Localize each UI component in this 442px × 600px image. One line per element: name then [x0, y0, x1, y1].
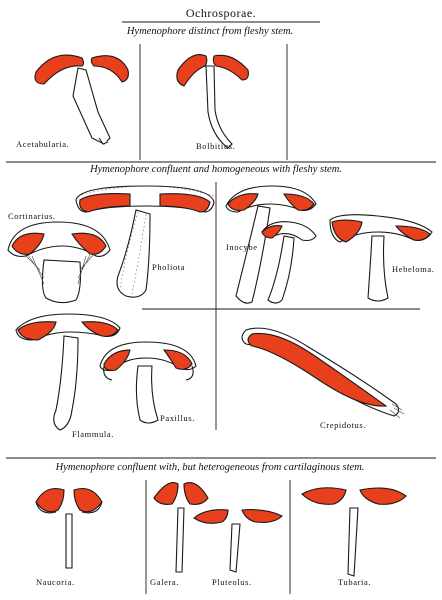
specimen-pluteolus: [193, 509, 283, 573]
specimen-galera: [153, 482, 209, 573]
label-cortinarius: Cortinarius.: [8, 211, 56, 221]
label-bolbitius: Bolbitius.: [196, 141, 235, 151]
label-galera: Galera.: [150, 577, 179, 587]
specimen-hebeloma: [329, 214, 433, 302]
specimen-pholiota: [75, 185, 215, 298]
plate-title: Ochrosporae.: [186, 6, 256, 20]
label-crepidotus: Crepidotus.: [320, 420, 366, 430]
label-hebeloma: Hebeloma.: [392, 264, 434, 274]
specimen-naucoria: [35, 487, 103, 569]
label-pholiota: Pholiota: [152, 262, 185, 272]
label-acetabularia: Acetabularia.: [16, 139, 69, 149]
label-paxillus: Paxillus.: [160, 413, 195, 423]
section-heading-homogeneous: Hymenophore confluent and homogeneous wi…: [89, 164, 342, 175]
specimen-cortinarius: [7, 221, 111, 304]
label-pluteolus: Pluteolus.: [212, 577, 252, 587]
label-inocybe: Inocybe: [226, 242, 258, 252]
section-heading-heterogeneous: Hymenophore confluent with, but heteroge…: [55, 462, 365, 473]
specimen-inocybe: [225, 185, 317, 304]
specimen-bolbitius: [176, 54, 249, 149]
section-heading-distinct: Hymenophore distinct from fleshy stem.: [126, 26, 293, 37]
specimen-tubaria: [301, 487, 407, 577]
specimen-crepidotus: [241, 327, 405, 419]
specimen-paxillus: [99, 341, 197, 424]
specimen-acetabularia: [34, 54, 129, 145]
label-flammula: Flammula.: [72, 429, 114, 439]
label-naucoria: Naucoria.: [36, 577, 75, 587]
specimen-flammula: [15, 313, 121, 431]
label-tubaria: Tubaria.: [338, 577, 371, 587]
